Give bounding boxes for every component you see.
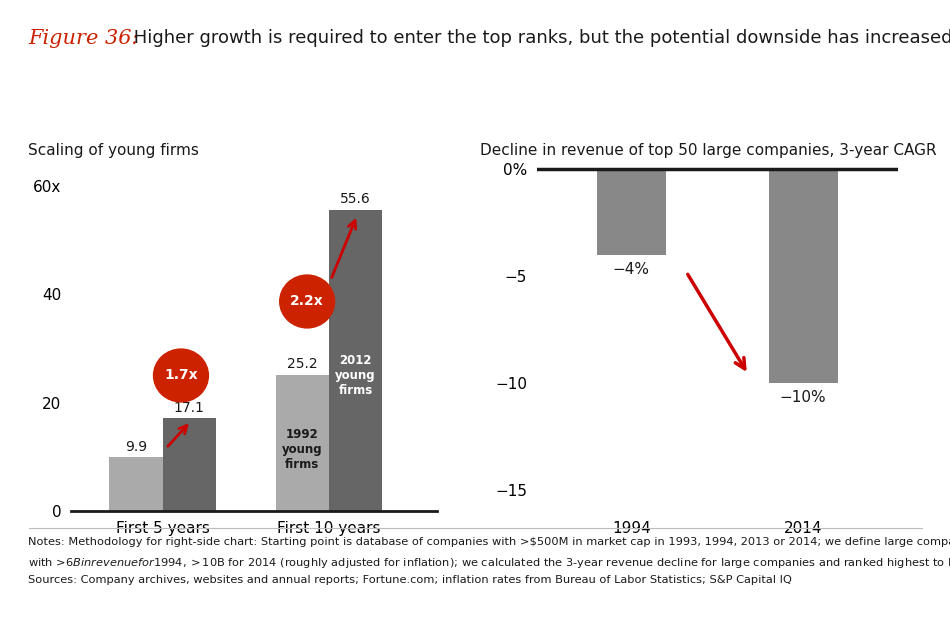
Text: 1992
young
firms: 1992 young firms [282, 428, 323, 471]
Bar [276, 375, 329, 511]
Text: Companies are getting bigger faster ...: Companies are getting bigger faster ... [72, 104, 408, 119]
Text: Sources: Company archives, websites and annual reports; Fortune.com; inflation r: Sources: Company archives, websites and … [28, 575, 792, 585]
Circle shape [279, 275, 334, 328]
Circle shape [154, 349, 208, 402]
Text: 55.6: 55.6 [340, 192, 370, 206]
Bar [769, 170, 838, 383]
Text: 1.7x: 1.7x [164, 368, 198, 382]
Text: −4%: −4% [613, 262, 650, 277]
Text: Decline in revenue of top 50 large companies, 3-year CAGR: Decline in revenue of top 50 large compa… [480, 143, 937, 158]
Text: 25.2: 25.2 [287, 357, 317, 371]
Text: −10%: −10% [780, 391, 826, 406]
Text: 9.9: 9.9 [125, 439, 147, 453]
Text: Scaling of young firms: Scaling of young firms [28, 143, 200, 158]
Bar [329, 210, 382, 511]
Text: Notes: Methodology for right-side chart: Starting point is database of companies: Notes: Methodology for right-side chart:… [28, 537, 950, 547]
Bar [162, 418, 216, 511]
Bar [109, 457, 162, 511]
Text: 2012
young
firms: 2012 young firms [335, 354, 376, 397]
Text: with >$6B in revenue for 1994, >$10B for 2014 (roughly adjusted for inflation); : with >$6B in revenue for 1994, >$10B for… [28, 556, 950, 570]
Text: 17.1: 17.1 [174, 401, 205, 415]
Text: 2.2x: 2.2x [291, 295, 324, 309]
Text: ... but the magnitude of stall-out is increasing as well: ... but the magnitude of stall-out is in… [470, 104, 931, 119]
Bar [597, 170, 666, 255]
Text: Figure 36:: Figure 36: [28, 29, 139, 48]
Text: Higher growth is required to enter the top ranks, but the potential downside has: Higher growth is required to enter the t… [128, 29, 950, 46]
